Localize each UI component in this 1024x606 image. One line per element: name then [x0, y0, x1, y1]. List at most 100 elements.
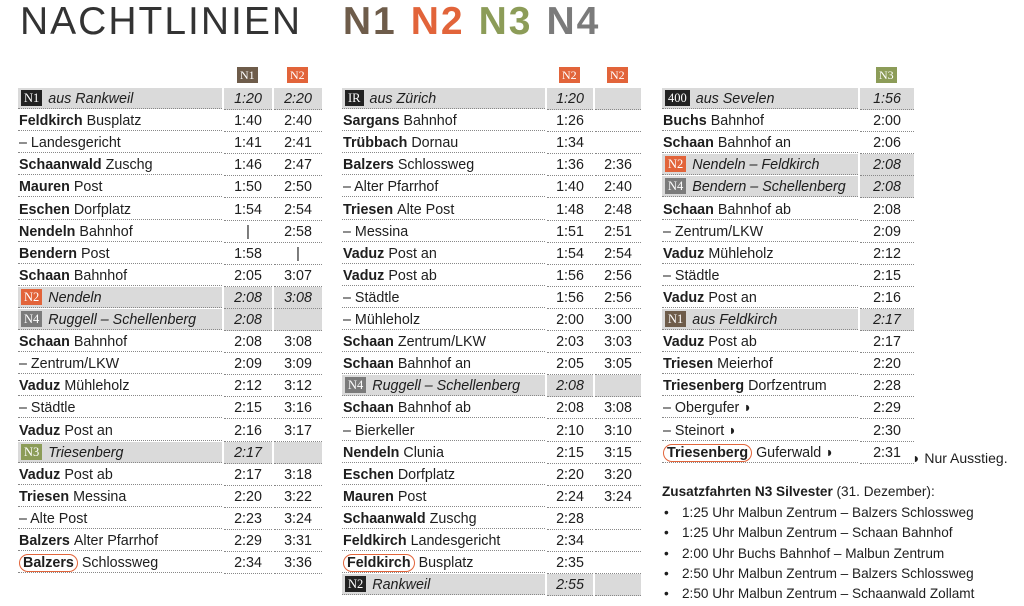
stop-cell: Schaan Bahnhof an [342, 353, 545, 375]
time: 1:56 [547, 287, 593, 309]
place: Buchs [663, 113, 707, 130]
row: Buchs Bahnhof 2:00 [662, 110, 914, 133]
row: Nendeln Clunia 2:15 3:15 [342, 442, 641, 464]
time: 2:29 [860, 397, 914, 420]
connection: aus Feldkirch [692, 312, 778, 328]
time: 3:20 [595, 464, 641, 486]
place: Balzers [19, 533, 70, 549]
stop: Meierhof [717, 356, 773, 373]
line-badge: N1 [21, 90, 43, 106]
stop: Messina [73, 488, 127, 505]
time [595, 110, 641, 133]
time: 1:41 [224, 132, 272, 155]
stop: – Zentrum/LKW [663, 223, 764, 240]
time: 2:15 [224, 397, 272, 420]
title: NACHTLINIEN N1 N2 N3 N4 [20, 0, 600, 44]
extra-item: 2:00 Uhr Buchs Bahnhof – Malbun Zentrum [662, 544, 974, 565]
time: 1:58 [224, 243, 272, 265]
stop-cell: N2 Rankweil [342, 574, 545, 596]
time: 2:17 [224, 464, 272, 486]
line-badge: N4 [21, 311, 43, 327]
line-badge: N2 [21, 288, 43, 305]
stop: Dorfplatz [397, 466, 456, 483]
row: Bendern Post 1:58 | [18, 243, 322, 265]
row: – Zentrum/LKW 2:09 3:09 [18, 353, 322, 376]
time: 3:12 [274, 375, 322, 398]
time: 2:34 [547, 530, 593, 552]
time: 2:48 [595, 199, 641, 221]
stop-cell: Triesen Messina [18, 486, 222, 507]
time [595, 508, 641, 530]
time: 2:15 [547, 442, 593, 464]
stop-cell: Balzers Schlossweg [342, 154, 545, 176]
time: 2:20 [547, 464, 593, 486]
connection: Bendern – Schellenberg [692, 179, 846, 196]
row: – Städtle 2:15 [662, 265, 914, 287]
stop-cell: Buchs Bahnhof [662, 110, 858, 132]
stop: Post ab [388, 267, 437, 284]
time: 1:46 [224, 154, 272, 177]
place: Triesenberg [663, 378, 745, 395]
time: 2:55 [547, 574, 593, 597]
row: N1 aus Feldkirch 2:17 [662, 309, 914, 331]
stop: Schlossweg [81, 555, 159, 572]
time: 1:56 [860, 88, 914, 110]
time: 1:51 [547, 221, 593, 243]
place: Vaduz [663, 245, 705, 262]
stop-cell: Schaan Bahnhof ab [662, 199, 858, 220]
time: 2:10 [547, 420, 593, 442]
place: Schaan [663, 135, 714, 152]
row: N2 Nendeln 2:08 3:08 [18, 286, 322, 309]
time: 3:00 [595, 309, 641, 331]
extra-title: Zusatzfahrten N3 Silvester [662, 484, 833, 499]
extra-item: 1:25 Uhr Malbun Zentrum – Balzers Schlos… [662, 503, 974, 524]
time: 2:51 [595, 221, 641, 243]
stop-cell: Schaan Bahnhof [18, 265, 222, 286]
place: Schaan [19, 267, 70, 284]
stop-cell: Balzers Alter Pfarrhof [18, 530, 222, 551]
time: 2:41 [274, 132, 322, 155]
time: 1:36 [547, 154, 593, 177]
row: Schaan Bahnhof ab 2:08 3:08 [342, 397, 641, 420]
stop-cell: – Messina [342, 221, 545, 242]
place: Eschen [19, 201, 70, 218]
stop-cell: Schaanwald Zuschg [342, 508, 545, 529]
row: Vaduz Post an 2:16 3:17 [18, 420, 322, 442]
time: 2:16 [224, 420, 272, 442]
stop-cell: Schaan Bahnhof [18, 331, 222, 353]
extra-list: 1:25 Uhr Malbun Zentrum – Balzers Schlos… [662, 503, 974, 605]
row: N2 Rankweil 2:55 [342, 574, 641, 597]
time: 2:08 [224, 331, 272, 354]
time: 2:08 [224, 309, 272, 331]
stop-cell: Nendeln Bahnhof [18, 221, 222, 242]
time: 3:22 [274, 486, 322, 508]
stop-cell: Vaduz Post an [662, 287, 858, 308]
extra-subtitle: (31. Dezember): [836, 484, 935, 499]
stop-cell: Balzers Schlossweg [18, 552, 222, 574]
line-badge: N2 [665, 156, 687, 173]
time: 2:20 [274, 88, 322, 110]
time: 2:17 [860, 331, 914, 354]
stop-cell: – Zentrum/LKW [18, 353, 222, 375]
row: Eschen Dorfplatz 1:54 2:54 [18, 199, 322, 221]
time: 2:08 [547, 397, 593, 420]
place: Triesen [343, 201, 394, 218]
stop: Alte Post [397, 201, 455, 218]
row: Schaan Bahnhof 2:08 3:08 [18, 331, 322, 354]
time: 3:17 [274, 420, 322, 442]
stop-cell: Triesen Meierhof [662, 353, 858, 375]
place: Bendern [19, 245, 77, 262]
stop: – Bierkeller [343, 422, 415, 439]
time: 3:36 [274, 552, 322, 575]
row: Nendeln Bahnhof | 2:58 [18, 221, 322, 243]
stop: Post [73, 179, 103, 196]
stop-cell: N3 Triesenberg [18, 441, 222, 463]
time: 1:56 [547, 265, 593, 287]
row: – Messina 1:51 2:51 [342, 221, 641, 243]
stop-cell: – Obergufer ◗ [662, 397, 858, 419]
stop-cell: Vaduz Post an [18, 420, 222, 441]
time: 1:20 [224, 88, 272, 110]
line-badge: N1 [237, 67, 258, 83]
stop-cell: Schaan Bahnhof ab [342, 397, 545, 419]
stop: Guferwald ◗ [756, 444, 834, 461]
